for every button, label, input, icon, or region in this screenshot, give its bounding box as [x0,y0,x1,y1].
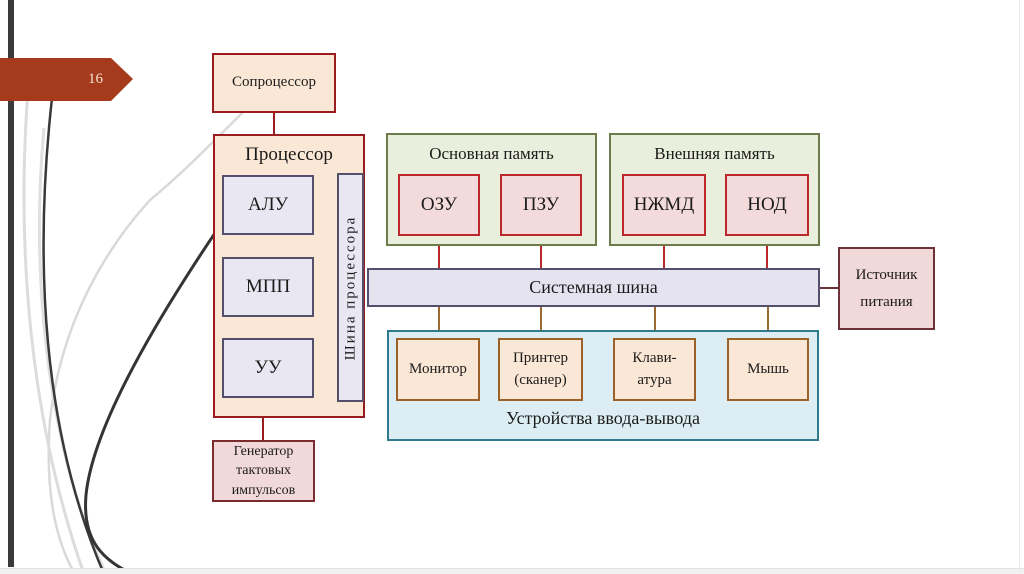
nod-box: НОД [725,174,809,236]
connector-sysbus-power [820,287,838,289]
processor-bus-label: Шина процессора [341,215,358,360]
connector-ozu-sysbus [438,236,440,268]
keyboard-line1: Клави- [632,349,677,366]
mouse-box: Мышь [727,338,809,401]
nzhmd-box: НЖМД [622,174,706,236]
connector-sysbus-keyboard [654,307,656,338]
keyboard-line2: атура [637,371,672,388]
clock-generator-line1: Генератор [233,444,294,460]
connector-nod-sysbus [766,236,768,268]
alu-label: АЛУ [247,193,289,215]
power-supply-line1: Источник [855,267,918,284]
main-memory-title: Основная память [429,144,554,163]
io-devices-title: Устройства ввода-вывода [506,407,700,428]
nzhmd-label: НЖМД [633,193,695,215]
power-supply-line2: питания [860,293,913,310]
coprocessor-label: Сопроцессор [232,74,316,91]
system-bus-label: Системная шина [529,276,658,297]
connector-sysbus-mouse [767,307,769,338]
printer-line1: Принтер [512,349,569,366]
clock-generator-line3: импульсов [231,482,296,498]
mpp-label: МПП [245,275,291,297]
uu-label: УУ [254,356,282,378]
coprocessor-box: Сопроцессор [212,53,336,113]
ozu-box: ОЗУ [398,174,480,236]
mouse-label: Мышь [747,360,789,377]
processor-title: Процессор [245,144,333,165]
slide-number-arrow: 16 [0,58,133,101]
uu-box: УУ [222,338,314,398]
clock-generator-box: Генератор тактовых импульсов [212,440,315,502]
bottom-strip [0,568,1024,574]
clock-generator-line2: тактовых [235,463,292,479]
connector-sysbus-monitor [438,307,440,338]
right-edge-line [1019,0,1020,574]
connector-pzu-sysbus [540,236,542,268]
slide-number: 16 [88,71,103,87]
decor-vertical-bar [8,0,14,567]
processor-bus-bar: Шина процессора [337,173,364,402]
external-memory-title: Внешняя память [654,144,775,163]
power-supply-box: Источник питания [838,247,935,330]
alu-box: АЛУ [222,175,314,235]
connector-coprocessor-processor [273,112,275,135]
pzu-box: ПЗУ [500,174,582,236]
system-bus-bar: Системная шина [367,268,820,307]
pzu-label: ПЗУ [522,193,560,215]
connector-sysbus-printer [540,307,542,338]
printer-box: Принтер (сканер) [498,338,583,401]
monitor-box: Монитор [396,338,480,401]
connector-processor-generator [262,417,264,441]
keyboard-box: Клави- атура [613,338,696,401]
mpp-box: МПП [222,257,314,317]
ozu-label: ОЗУ [420,193,458,215]
monitor-label: Монитор [409,360,467,377]
printer-line2: (сканер) [514,371,567,388]
nod-label: НОД [747,193,787,215]
connector-nzhmd-sysbus [663,236,665,268]
